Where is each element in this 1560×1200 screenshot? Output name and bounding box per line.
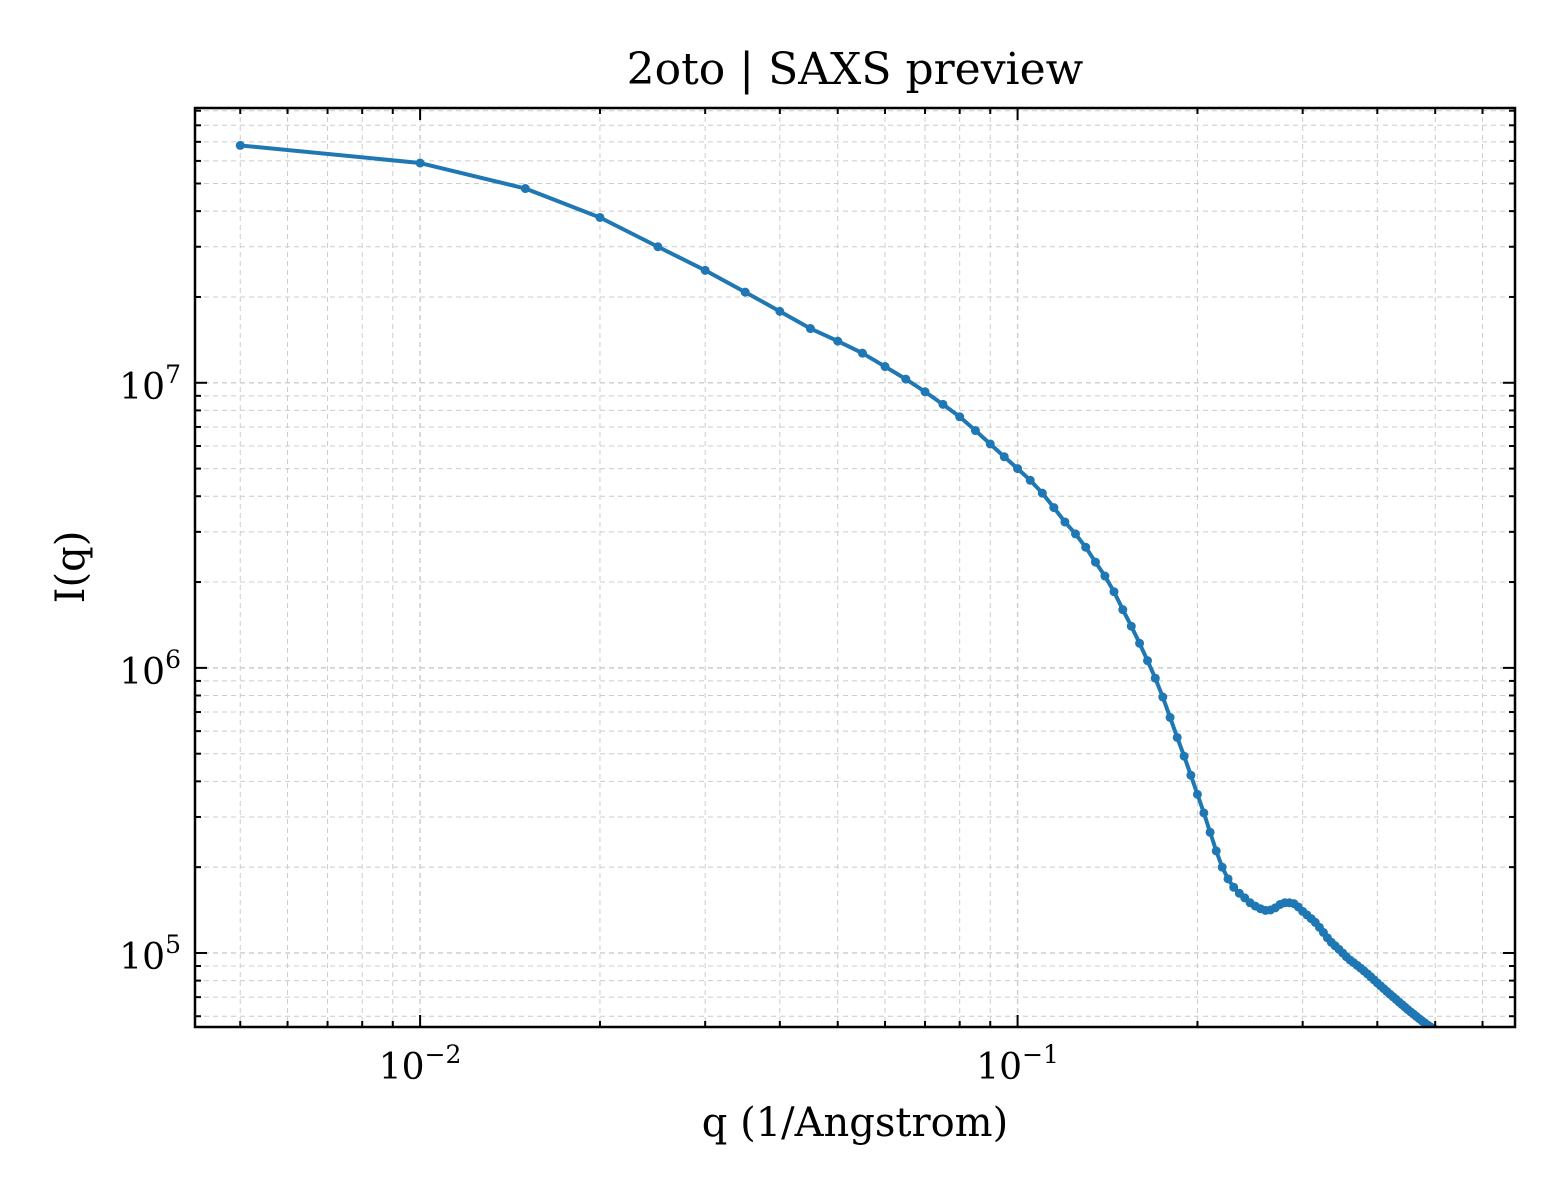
- data-point: [999, 452, 1009, 462]
- data-point: [1025, 475, 1035, 485]
- data-point: [1126, 621, 1136, 631]
- data-point: [415, 158, 425, 168]
- data-point: [970, 426, 980, 436]
- data-point: [938, 399, 948, 409]
- data-point: [857, 348, 867, 358]
- data-point: [901, 374, 911, 384]
- x-axis-label: q (1/Angstrom): [702, 1100, 1008, 1146]
- data-point: [985, 439, 995, 449]
- series-points: [235, 140, 1439, 1027]
- y-tick-label: 106: [119, 645, 181, 693]
- axis-ticks: [195, 108, 1515, 1027]
- y-tick-label: 105: [119, 930, 181, 978]
- x-tick-label-base: 10: [379, 1047, 425, 1088]
- data-point: [1013, 464, 1023, 474]
- data-point: [1081, 542, 1091, 552]
- data-point: [595, 212, 605, 222]
- y-tick-label-exp: 6: [165, 645, 181, 674]
- y-tick-label-base: 10: [119, 652, 165, 693]
- data-point: [740, 287, 750, 297]
- y-tick-label-exp: 7: [165, 360, 181, 389]
- data-point: [1165, 712, 1175, 722]
- x-tick-label-base: 10: [976, 1047, 1022, 1088]
- data-point: [833, 336, 843, 346]
- data-point: [235, 140, 245, 150]
- data-point: [1229, 882, 1239, 892]
- data-point: [1205, 827, 1215, 837]
- data-point: [1135, 638, 1145, 648]
- data-point: [700, 265, 710, 275]
- data-point: [1118, 605, 1128, 615]
- y-tick-label-base: 10: [119, 937, 165, 978]
- data-point: [1192, 789, 1202, 799]
- y-tick-label: 107: [119, 360, 181, 408]
- y-axis-label: I(q): [48, 531, 94, 604]
- data-point: [1060, 517, 1070, 527]
- x-tick-label-exp: −1: [1022, 1040, 1059, 1069]
- data-point: [1037, 488, 1047, 498]
- plot-frame: [193, 106, 1517, 1029]
- data-point: [1223, 874, 1233, 884]
- data-point: [1109, 587, 1119, 597]
- chart-title: 2oto | SAXS preview: [627, 44, 1084, 95]
- data-point: [1172, 732, 1182, 742]
- data-point: [805, 324, 815, 334]
- data-point: [1100, 571, 1110, 581]
- data-point: [1179, 751, 1189, 761]
- x-tick-label: 10−2: [379, 1040, 462, 1088]
- grid-lines: [195, 108, 1515, 1027]
- data-point: [955, 412, 965, 422]
- data-point: [775, 306, 785, 316]
- x-tick-label-exp: −2: [425, 1040, 462, 1069]
- data-point: [1158, 692, 1168, 702]
- data-point: [1211, 846, 1221, 856]
- x-tick-label: 10−1: [976, 1040, 1059, 1088]
- data-point: [1143, 656, 1153, 666]
- data-point: [1049, 503, 1059, 513]
- data-point: [880, 362, 890, 372]
- data-point: [1199, 808, 1209, 818]
- data-point: [520, 184, 530, 194]
- y-tick-label-exp: 5: [165, 930, 181, 959]
- data-point: [1186, 770, 1196, 780]
- y-tick-label-base: 10: [119, 367, 165, 408]
- data-point: [653, 242, 663, 252]
- data-point: [1090, 557, 1100, 567]
- data-point: [1217, 862, 1227, 872]
- data-point: [1150, 673, 1160, 683]
- data-point: [1070, 529, 1080, 539]
- data-point: [920, 387, 930, 397]
